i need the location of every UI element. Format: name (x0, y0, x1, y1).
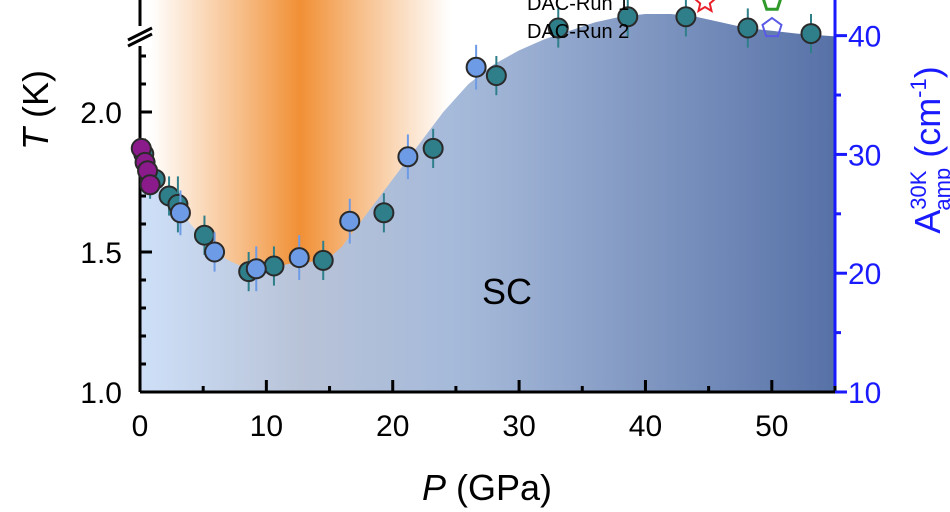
data-point (263, 255, 285, 277)
data-point (485, 65, 507, 87)
data-point (139, 174, 161, 196)
x-tick-label-50: 50 (755, 410, 788, 443)
x-axis-title: P (GPa) (422, 467, 552, 508)
data-point (422, 137, 444, 159)
x-ticks: 0 10 20 30 40 50 (132, 380, 837, 443)
data-point (373, 202, 395, 224)
y-tick-label-1.5: 1.5 (80, 237, 122, 270)
legend: DAC-Run 1 DAC-Run 2 (527, 0, 783, 43)
x-tick-label-40: 40 (629, 410, 662, 443)
y-tick-label-1.0: 1.0 (80, 377, 122, 410)
x-tick-label-30: 30 (502, 410, 535, 443)
y2-ticks: 10 20 30 40 (835, 21, 881, 410)
legend-label-run2: DAC-Run 2 (527, 21, 629, 43)
y-axis-title: T (K) (15, 70, 56, 150)
blue-pentagon-icon (761, 16, 783, 38)
y2-tick-label-20: 20 (848, 258, 881, 291)
data-point (193, 224, 215, 246)
data-point (617, 6, 639, 28)
axis-break (127, 26, 153, 48)
data-point (800, 23, 822, 45)
y-ticks: 1.0 1.5 2.0 (80, 54, 152, 410)
data-point (465, 56, 487, 78)
x-tick-label-10: 10 (250, 410, 283, 443)
x-tick-label-0: 0 (132, 410, 149, 443)
data-point (312, 249, 334, 271)
sc-region (140, 14, 835, 392)
data-point (204, 241, 226, 263)
data-point (245, 258, 267, 280)
legend-label-run1: DAC-Run 1 (527, 0, 629, 15)
data-markers (130, 0, 822, 292)
green-pentagon-icon (762, 0, 782, 11)
x-tick-label-20: 20 (376, 410, 409, 443)
data-point (339, 210, 361, 232)
data-point (397, 146, 419, 168)
y2-tick-label-30: 30 (848, 139, 881, 172)
y2-axis-title: A30Kamp (cm-1) (906, 66, 950, 234)
data-point (169, 202, 191, 224)
data-point (288, 247, 310, 269)
y2-tick-label-40: 40 (848, 21, 881, 54)
data-point (675, 6, 697, 28)
red-star-icon (694, 0, 716, 13)
sc-region-label: SC (482, 271, 532, 312)
data-point (547, 17, 569, 39)
y2-tick-label-10: 10 (848, 377, 881, 410)
data-point (737, 17, 759, 39)
y-tick-label-2.0: 2.0 (80, 97, 122, 130)
